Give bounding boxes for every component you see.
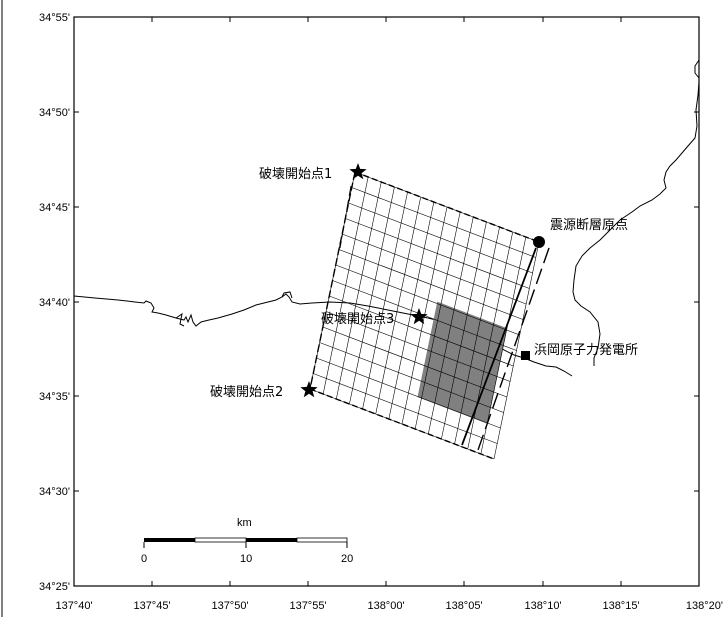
grid-line xyxy=(322,326,507,398)
fault-top-edge xyxy=(354,171,540,243)
fault-bottom-edge xyxy=(309,388,495,460)
lon-label: 138°00' xyxy=(367,600,404,612)
lat-label: 34°45' xyxy=(39,202,70,214)
grid-line xyxy=(329,295,514,367)
start3-star-icon xyxy=(410,308,428,325)
lat-label: 34°30' xyxy=(39,486,70,498)
origin-label: 震源断層原点 xyxy=(550,218,628,233)
start2-label: 破壊開始点2 xyxy=(210,385,283,400)
start2-star-icon xyxy=(300,381,318,398)
scale-label-0: 0 xyxy=(141,553,147,565)
lat-label: 34°55' xyxy=(39,12,70,24)
scale-bar: km 0 10 20 xyxy=(141,517,353,565)
latitude-labels: 34°55' 34°50' 34°45' 34°40' 34°35' 34°30' 34°2… xyxy=(39,12,70,593)
lon-label: 138°15' xyxy=(602,600,639,612)
asperity-area xyxy=(417,301,508,424)
lat-label: 34°25' xyxy=(39,581,70,593)
frame-ticks xyxy=(73,16,700,587)
grid-line xyxy=(325,311,511,382)
coastline-inlet xyxy=(175,312,185,327)
start1-label: 破壊開始点1 xyxy=(259,167,332,182)
lat-label: 34°50' xyxy=(39,107,70,119)
scale-seg-3 xyxy=(246,538,297,542)
fault-trace-dashed xyxy=(477,247,550,451)
markers xyxy=(300,163,545,398)
grid-line xyxy=(348,202,533,274)
fault-trace-solid xyxy=(461,247,537,446)
plant-square-icon xyxy=(521,351,530,360)
lon-label: 137°45' xyxy=(133,600,170,612)
scale-seg-1 xyxy=(144,538,195,542)
lon-label: 138°05' xyxy=(445,600,482,612)
grid-line xyxy=(319,342,504,413)
grid-line xyxy=(345,218,530,289)
grid-line xyxy=(316,357,501,429)
lon-label: 138°10' xyxy=(524,600,561,612)
coastline-island xyxy=(281,291,293,299)
grid-line xyxy=(342,233,527,305)
coastline-east xyxy=(572,59,700,366)
lat-label: 34°40' xyxy=(39,297,70,309)
grid-line xyxy=(335,264,520,336)
grid-line xyxy=(338,249,524,320)
lon-label: 137°50' xyxy=(211,600,248,612)
scale-seg-2 xyxy=(194,537,247,543)
plant-label: 浜岡原子力発電所 xyxy=(534,343,638,358)
longitude-labels: 137°40' 137°45' 137°50' 137°55' 138°00' 138°0… xyxy=(55,600,723,612)
fault-trace-west xyxy=(339,185,352,249)
start1-star-icon xyxy=(349,163,367,180)
origin-dot-icon xyxy=(533,236,545,248)
grid-line xyxy=(351,187,536,258)
map-frame xyxy=(73,16,700,587)
scale-seg-4 xyxy=(296,537,348,543)
scale-label-20: 20 xyxy=(341,553,353,565)
lon-label: 137°40' xyxy=(55,600,92,612)
lat-label: 34°35' xyxy=(39,391,70,403)
lon-label: 138°20' xyxy=(686,600,723,612)
scale-label-10: 10 xyxy=(240,553,252,565)
lon-label: 137°55' xyxy=(289,600,326,612)
scale-unit: km xyxy=(237,517,252,529)
start3-label: 破壊開始点3 xyxy=(321,312,394,327)
